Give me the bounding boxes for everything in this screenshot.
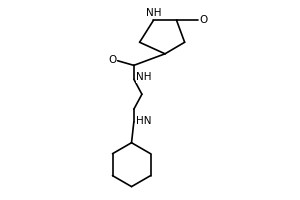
Text: O: O [200,15,208,25]
Text: O: O [109,55,117,65]
Text: NH: NH [146,8,161,18]
Text: HN: HN [136,116,152,126]
Text: NH: NH [136,72,152,82]
